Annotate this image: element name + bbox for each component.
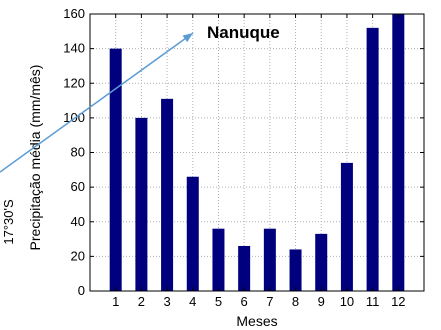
y-tick-label: 0 [78,283,85,298]
x-tick-label: 2 [138,294,145,309]
bar-month-10 [340,162,353,291]
latitude-label: 17°30'S [1,199,16,245]
x-tick-label: 11 [366,294,380,309]
x-tick-label: 3 [163,294,170,309]
y-tick-label: 120 [63,75,85,90]
x-tick-label: 12 [391,294,405,309]
x-ticks: 1 2 3 4 5 6 7 8 9 10 11 12 [112,14,406,309]
bars [109,14,405,291]
x-tick-label: 5 [215,294,222,309]
y-tick-label: 20 [71,248,85,263]
annotation-arrow [0,32,194,173]
y-tick-label: 40 [71,214,85,229]
y-ticks: 0 20 40 60 80 100 120 140 160 [63,6,424,298]
y-tick-label: 100 [63,110,85,125]
y-axis-label: Precipitação média (mm/mês) [27,65,43,251]
bar-month-12 [392,14,405,291]
y-tick-label: 140 [63,41,85,56]
x-axis-label: Meses [236,313,277,329]
x-tick-label: 9 [318,294,325,309]
y-tick-label: 80 [71,145,85,160]
bar-month-5 [212,228,225,291]
chart-title: Nanuque [207,23,280,42]
x-tick-label: 6 [241,294,248,309]
bar-month-11 [366,27,379,291]
x-tick-label: 1 [112,294,119,309]
bar-month-2 [135,117,148,291]
x-tick-label: 8 [292,294,299,309]
bar-month-3 [161,98,174,291]
x-tick-label: 7 [266,294,273,309]
arrow-head [182,33,193,43]
x-tick-label: 4 [189,294,196,309]
bar-month-4 [186,176,199,291]
bar-month-6 [238,245,251,291]
bar-month-9 [315,233,328,291]
bar-month-7 [263,228,276,291]
y-tick-label: 160 [63,6,85,21]
x-tick-label: 10 [340,294,354,309]
bar-month-1 [109,48,122,291]
bar-month-8 [289,249,302,291]
y-tick-label: 60 [71,179,85,194]
